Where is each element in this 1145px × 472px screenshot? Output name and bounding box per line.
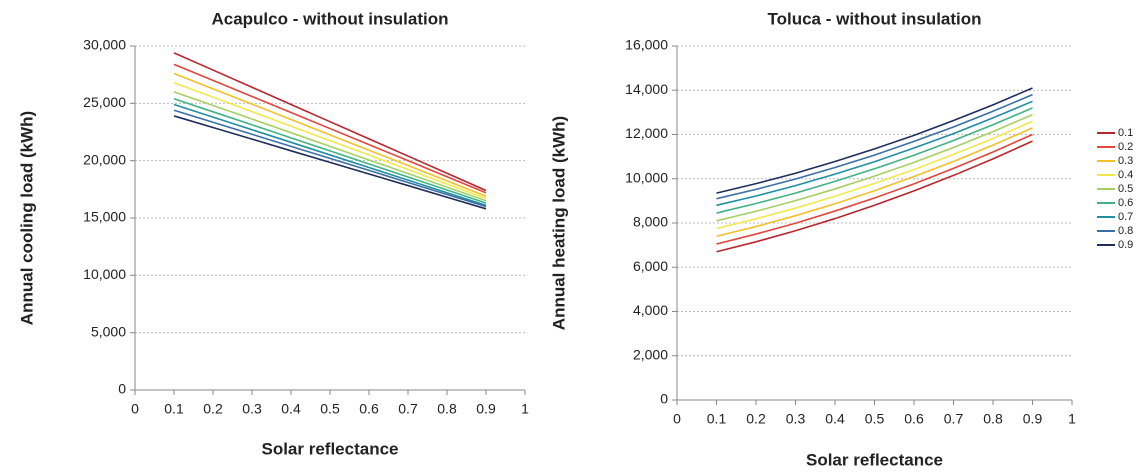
- x-tick-label: 0: [673, 411, 681, 427]
- y-tick-label: 16,000: [625, 37, 668, 53]
- series-line: [173, 81, 487, 200]
- series-line: [716, 127, 1033, 238]
- x-tick-label: 0.5: [865, 411, 885, 427]
- y-tick-label: 5,000: [91, 323, 126, 339]
- x-tick-label: 0.1: [164, 401, 184, 417]
- x-tick-label: 0.3: [242, 401, 262, 417]
- y-tick-label: 12,000: [625, 125, 668, 141]
- legend-label: 0.9: [1118, 239, 1133, 251]
- series-line: [716, 107, 1033, 214]
- y-tick-label: 20,000: [83, 151, 126, 167]
- x-tick-label: 1: [1068, 411, 1076, 427]
- series-line: [173, 97, 487, 204]
- x-tick-label: 1: [521, 401, 529, 417]
- x-tick-label: 0.9: [1023, 411, 1043, 427]
- legend-label: 0.6: [1118, 197, 1133, 209]
- y-tick-label: 4,000: [633, 302, 668, 318]
- chart: Toluca - without insulation Solar reflect…: [549, 9, 1133, 469]
- series-line: [716, 133, 1033, 245]
- series-line: [173, 63, 487, 194]
- y-tick-label: 6,000: [633, 258, 668, 274]
- series-line: [173, 91, 487, 202]
- series-line: [716, 120, 1033, 230]
- x-tick-label: 0.2: [203, 401, 223, 417]
- x-tick-label: 0.9: [476, 401, 496, 417]
- y-tick-label: 25,000: [83, 94, 126, 110]
- x-axis-label: Solar reflectance: [806, 450, 943, 469]
- legend-label: 0.5: [1118, 183, 1133, 195]
- x-axis-label: Solar reflectance: [261, 439, 398, 458]
- series-line: [716, 100, 1033, 207]
- series-line: [173, 103, 487, 207]
- x-tick-label: 0.3: [786, 411, 806, 427]
- x-tick-label: 0.4: [281, 401, 301, 417]
- y-tick-label: 0: [660, 391, 668, 407]
- x-tick-label: 0.4: [825, 411, 845, 427]
- legend-label: 0.3: [1118, 155, 1133, 167]
- series-line: [173, 52, 487, 192]
- y-tick-label: 0: [118, 381, 126, 397]
- series-line: [173, 109, 487, 208]
- x-tick-label: 0.6: [904, 411, 924, 427]
- chart-title: Toluca - without insulation: [767, 9, 981, 28]
- series-line: [173, 72, 487, 197]
- y-tick-label: 10,000: [625, 169, 668, 185]
- series-line: [173, 115, 487, 210]
- x-tick-label: 0: [131, 401, 139, 417]
- x-tick-label: 0.7: [944, 411, 964, 427]
- x-tick-label: 0.5: [320, 401, 340, 417]
- y-tick-label: 2,000: [633, 346, 668, 362]
- legend-label: 0.2: [1118, 141, 1133, 153]
- legend-label: 0.7: [1118, 211, 1133, 223]
- y-axis-label: Annual heating load (kWh): [549, 116, 568, 330]
- x-tick-label: 0.8: [437, 401, 457, 417]
- y-tick-label: 14,000: [625, 81, 668, 97]
- chart-title: Acapulco - without insulation: [211, 9, 448, 28]
- x-tick-label: 0.8: [983, 411, 1003, 427]
- legend-label: 0.8: [1118, 225, 1133, 237]
- y-tick-label: 15,000: [83, 209, 126, 225]
- series-line: [716, 140, 1033, 253]
- y-tick-label: 10,000: [83, 266, 126, 282]
- x-tick-label: 0.2: [746, 411, 766, 427]
- legend-label: 0.1: [1118, 127, 1133, 139]
- x-tick-label: 0.6: [359, 401, 379, 417]
- y-tick-label: 30,000: [83, 37, 126, 53]
- legend-label: 0.4: [1118, 169, 1133, 181]
- y-axis-label: Annual cooling load (kWh): [17, 111, 36, 325]
- x-tick-label: 0.1: [707, 411, 727, 427]
- series-line: [716, 93, 1033, 200]
- x-tick-label: 0.7: [398, 401, 418, 417]
- series-line: [716, 87, 1033, 194]
- chart: Acapulco - without insulation Solar refle…: [17, 9, 529, 458]
- series-line: [716, 113, 1033, 222]
- y-tick-label: 8,000: [633, 214, 668, 230]
